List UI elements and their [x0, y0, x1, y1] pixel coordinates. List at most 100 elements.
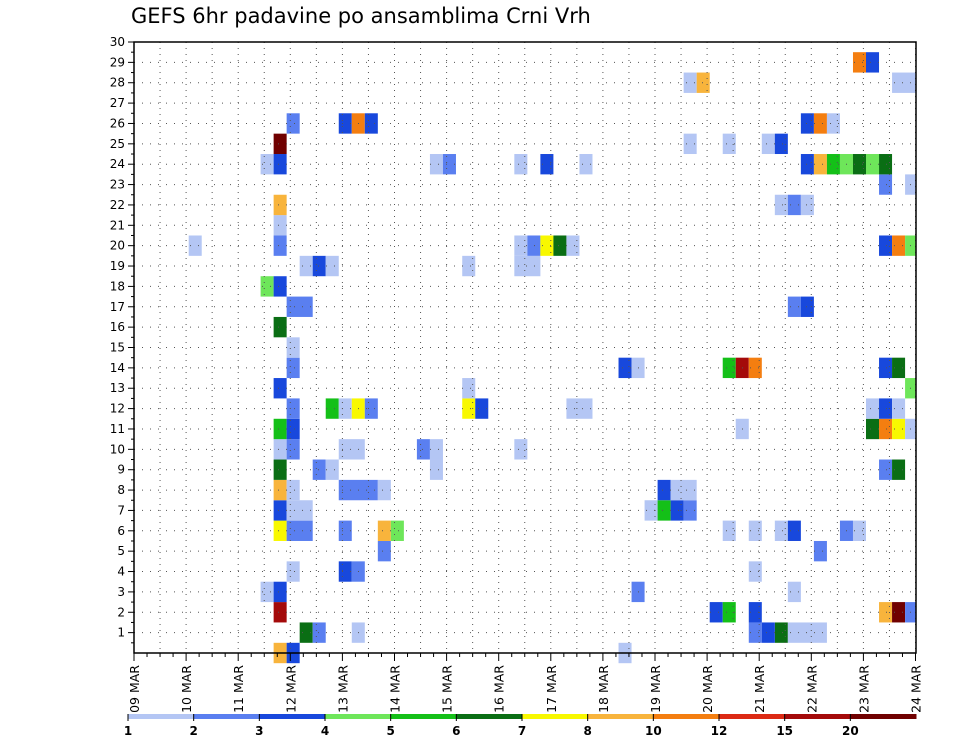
heatmap-cell	[429, 459, 443, 480]
heatmap-cell	[722, 357, 736, 379]
heatmap-cell	[273, 602, 287, 623]
legend-swatch	[456, 714, 523, 719]
heatmap-cell	[338, 439, 365, 460]
heatmap-cell	[312, 622, 326, 643]
heatmap-cell	[273, 215, 287, 236]
x-tick-label: 11 MAR	[231, 665, 246, 713]
heatmap-cell	[312, 459, 326, 480]
y-tick-label: 21	[110, 218, 125, 232]
x-tick-label: 24 MAR	[909, 665, 924, 713]
heatmap-cell	[787, 296, 801, 317]
heatmap-cell	[462, 378, 476, 399]
heatmap-cell	[722, 133, 736, 155]
legend-label: 5	[386, 724, 394, 738]
heatmap-cell	[774, 194, 788, 216]
heatmap-cell	[722, 520, 736, 541]
y-tick-label: 3	[117, 585, 125, 599]
y-tick-label: 28	[110, 76, 125, 90]
heatmap-cell	[879, 154, 893, 175]
x-tick-label: 12 MAR	[283, 665, 298, 713]
heatmap-cell	[514, 154, 528, 175]
legend-swatch	[587, 714, 654, 719]
heatmap-cell	[774, 520, 788, 541]
heatmap-cell	[364, 398, 378, 419]
y-tick-label: 19	[110, 259, 125, 273]
y-tick-label: 20	[110, 239, 125, 253]
heatmap-cell	[566, 235, 580, 256]
heatmap-cell	[826, 154, 840, 175]
heatmap-cell	[540, 235, 554, 256]
heatmap-cell	[879, 174, 893, 195]
legend-label: 20	[842, 724, 859, 738]
heatmap-cell	[286, 357, 300, 379]
heatmap-cell	[748, 602, 762, 623]
heatmap-cell	[286, 479, 300, 501]
heatmap-cell	[273, 378, 287, 399]
heatmap-cell	[475, 398, 489, 419]
y-tick-label: 11	[110, 422, 125, 436]
x-axis: 09 MAR 10 MAR 11 MAR 12 MAR 13 MAR 14 MAR 15 M…	[127, 653, 924, 713]
y-tick-label: 29	[110, 55, 125, 69]
heatmap-cell	[800, 113, 814, 134]
heatmap-cell	[286, 561, 300, 582]
legend-swatch	[522, 714, 589, 719]
heatmap-cell	[618, 357, 632, 379]
legend-label: 4	[321, 724, 329, 738]
heatmap-cells	[188, 52, 916, 664]
heatmap-cell	[774, 133, 788, 155]
y-tick-label: 12	[110, 402, 125, 416]
heatmap-cell	[286, 520, 313, 541]
x-tick-label: 21 MAR	[752, 665, 767, 713]
heatmap-cell	[657, 500, 671, 521]
heatmap-cell	[260, 276, 274, 297]
heatmap-cell	[416, 439, 430, 460]
heatmap-cell	[377, 479, 391, 501]
heatmap-cell	[787, 622, 827, 643]
heatmap-cell	[787, 194, 801, 216]
heatmap-cell	[286, 418, 300, 440]
heatmap-cell	[813, 154, 827, 175]
heatmap-cell	[260, 154, 274, 175]
y-tick-label: 2	[117, 605, 125, 619]
heatmap-cell	[657, 479, 671, 501]
x-tick-label: 19 MAR	[648, 665, 663, 713]
y-tick-label: 14	[110, 361, 125, 375]
heatmap-cell	[429, 154, 443, 175]
heatmap-cell	[683, 72, 697, 93]
heatmap-cell	[866, 52, 880, 73]
heatmap-cell	[325, 255, 339, 277]
heatmap-cell	[299, 255, 313, 277]
heatmap-cell	[377, 520, 391, 541]
legend-swatch	[784, 714, 851, 719]
y-tick-label: 18	[110, 279, 125, 293]
heatmap-cell	[683, 133, 697, 155]
y-tick-label: 30	[110, 35, 125, 49]
heatmap-cell	[748, 561, 762, 582]
heatmap-cell	[709, 602, 723, 623]
legend-label: 3	[255, 724, 263, 738]
heatmap-cell	[390, 520, 404, 541]
heatmap-cell	[273, 316, 287, 338]
y-tick-label: 10	[110, 442, 125, 456]
heatmap-cell	[722, 602, 736, 623]
heatmap-cell	[879, 398, 893, 419]
heatmap-cell	[852, 520, 867, 541]
y-axis: 1234567891011121314151617181920212223242…	[110, 35, 134, 644]
legend-swatch	[193, 714, 260, 719]
heatmap-cell	[286, 113, 300, 134]
heatmap-cell	[852, 52, 867, 73]
legend-label: 10	[645, 724, 662, 738]
heatmap-cell	[892, 459, 906, 480]
y-tick-label: 16	[110, 320, 125, 334]
legend-swatch	[325, 714, 392, 719]
heatmap-cell	[748, 357, 762, 379]
grid-lines	[134, 41, 916, 653]
y-tick-label: 23	[110, 178, 125, 192]
heatmap-cell	[540, 154, 554, 175]
y-tick-label: 22	[110, 198, 125, 212]
heatmap-cell	[813, 540, 827, 562]
heatmap-cell	[696, 72, 710, 93]
legend-swatch	[719, 714, 786, 719]
heatmap-cell	[273, 276, 287, 297]
legend-label: 1	[124, 724, 132, 738]
